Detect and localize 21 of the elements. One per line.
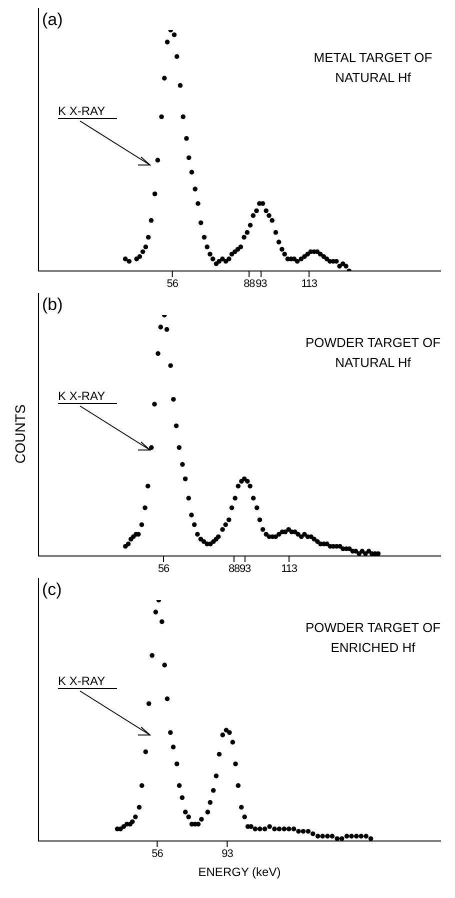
annotation: METAL TARGET OF NATURAL Hf bbox=[312, 49, 434, 87]
annotation: K X-RAY bbox=[58, 104, 118, 119]
annotation: K X-RAY bbox=[58, 674, 118, 689]
x-tick-label: 93 bbox=[256, 278, 268, 290]
x-tick-label: 56 bbox=[166, 278, 178, 290]
annotation: POWDER TARGET OF NATURAL Hf bbox=[304, 334, 442, 372]
x-tick-label: 56 bbox=[158, 562, 170, 575]
chart-title: (c) bbox=[42, 580, 62, 600]
x-tick-label: 56 bbox=[152, 848, 164, 860]
annotation: K X-RAY bbox=[58, 389, 118, 404]
x-tick-label: 113 bbox=[301, 278, 318, 290]
x-tick-label: 88 bbox=[228, 562, 240, 575]
x-tick-label: 113 bbox=[281, 562, 298, 575]
x-tick-label: 88 bbox=[244, 278, 256, 290]
x-tick-label: 93 bbox=[222, 848, 234, 860]
annotation: POWDER TARGET OF ENRICHED Hf bbox=[304, 619, 442, 657]
y-axis-title: COUNTS bbox=[12, 404, 28, 464]
chart-title: (b) bbox=[42, 295, 63, 315]
x-axis-title: ENERGY (keV) bbox=[197, 865, 282, 879]
x-tick-label: 93 bbox=[239, 562, 251, 575]
chart-title: (a) bbox=[42, 10, 63, 30]
